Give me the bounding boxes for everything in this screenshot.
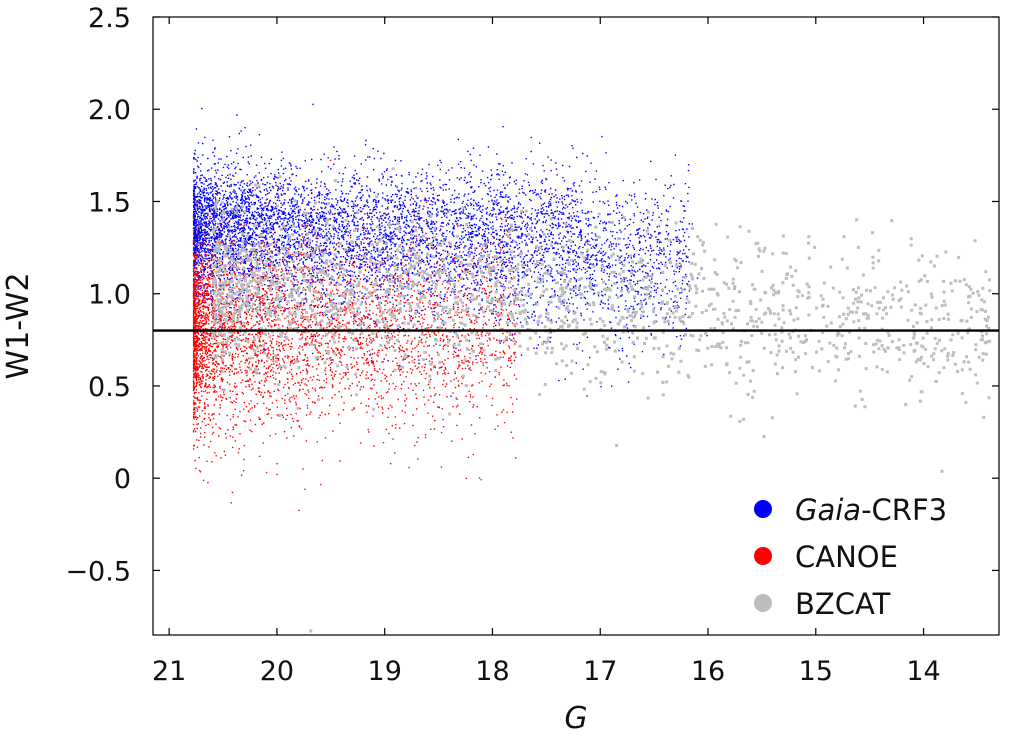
y-tick-label: 0.5 <box>88 372 131 403</box>
x-axis-title: G <box>564 701 587 734</box>
plot-frame <box>152 16 1000 636</box>
legend-marker <box>754 594 772 612</box>
y-tick-label: 1.5 <box>88 187 131 218</box>
legend-marker <box>754 500 772 518</box>
series-canoe-points <box>192 159 518 512</box>
legend-marker <box>754 547 772 565</box>
y-tick-label: 2.0 <box>88 95 131 126</box>
y-tick-label: 1.0 <box>88 280 131 311</box>
x-tick-label: 15 <box>799 656 833 687</box>
x-tick-label: 19 <box>368 656 402 687</box>
x-tick-label: 17 <box>583 656 617 687</box>
legend-label: CANOE <box>795 540 898 574</box>
y-tick-label: 0 <box>114 464 131 495</box>
legend-label: BZCAT <box>795 587 891 621</box>
legend: Gaia-CRF3 CANOE BZCAT <box>754 493 947 621</box>
x-tick-label: 14 <box>906 656 940 687</box>
y-axis-ticks: 2.5 2.0 1.5 1.0 0.5 0 −0.5 <box>65 3 999 587</box>
y-axis-title: W1-W2 <box>1 272 36 379</box>
y-tick-label: 2.5 <box>88 3 131 34</box>
x-tick-label: 20 <box>260 656 294 687</box>
x-axis-ticks: 21 20 19 18 17 16 15 14 <box>152 17 941 687</box>
x-tick-label: 21 <box>152 656 186 687</box>
legend-label: Gaia-CRF3 <box>795 493 947 527</box>
x-tick-label: 18 <box>475 656 509 687</box>
x-tick-label: 16 <box>691 656 725 687</box>
y-tick-label: −0.5 <box>65 556 131 587</box>
